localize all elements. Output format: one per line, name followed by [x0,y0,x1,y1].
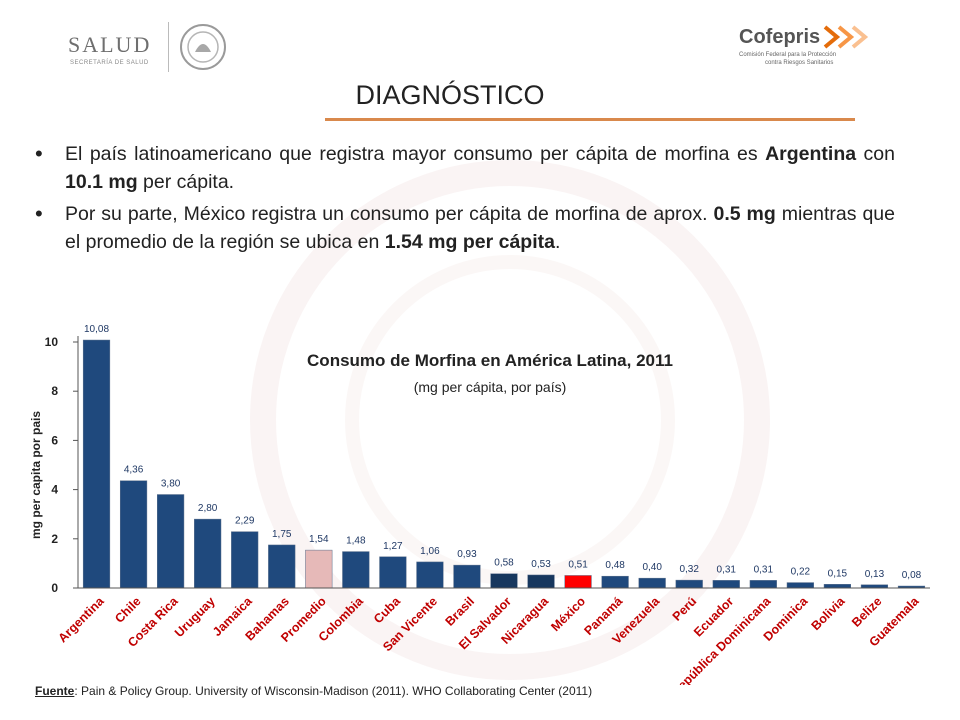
bar-value-label: 1,54 [309,534,329,545]
bullet-text-part: El país latinoamericano que registra may… [65,143,766,165]
bar-value-label: 0,51 [568,559,588,570]
bullet-marker: • [35,201,43,226]
y-tick-label: 8 [51,384,58,398]
bar-cuba [379,556,407,589]
bar-colombia [342,551,370,589]
bar-value-label: 0,31 [717,564,737,575]
bullet-text-bold: 0.5 mg [713,203,776,225]
cofepris-logo-text: Cofepris [739,26,821,48]
x-category-label: Perú [670,594,700,624]
bar-value-label: 0,31 [754,564,774,575]
bar-value-label: 0,32 [679,564,699,575]
cofepris-logo: Cofepris Comisión Federal para la Protec… [735,22,875,72]
y-tick-label: 0 [51,581,58,595]
bar-méxico [564,575,592,589]
cofepris-logo-subtext: Comisión Federal para la Protección [739,52,837,58]
bar-costa-rica [157,494,185,589]
bar-value-label: 1,06 [420,546,440,557]
title-underline [325,118,855,121]
bar-value-label: 0,08 [902,570,922,581]
bar-value-label: 4,36 [124,465,144,476]
bar-value-label: 3,80 [161,479,181,490]
x-category-label: Uruguay [172,594,218,640]
bar-ecuador [712,580,740,589]
x-category-label: Cuba [371,593,404,626]
salud-logo-text: SALUD [68,32,152,57]
bar-república-dominicana [749,580,777,589]
bar-promedio [305,549,333,589]
bar-value-label: 0,93 [457,549,477,560]
bullet-marker: • [35,141,43,166]
y-tick-label: 4 [51,483,58,497]
bar-panamá [601,575,629,589]
y-axis-label: mg per capita por pais [29,411,43,539]
source-label: Fuente [35,684,75,698]
bullet-item: • El país latinoamericano que registra m… [35,140,895,196]
bar-dominica [786,582,814,589]
bullet-text-part: con [856,143,896,165]
bar-value-label: 0,58 [494,558,514,569]
bar-value-label: 10,08 [84,324,109,335]
source-text: : Pain & Policy Group. University of Wis… [74,684,593,698]
bullet-text-part: Por su parte, México registra un consumo… [65,203,714,225]
page-title: DIAGNÓSTICO [355,80,545,110]
bullet-text-part: mientras que el promedio de la región se… [65,203,895,253]
bar-value-label: 0,48 [605,560,625,571]
bar-nicaragua [527,574,555,589]
bar-value-label: 2,29 [235,516,255,527]
bar-value-label: 0,22 [791,567,811,578]
bar-brasil [453,564,481,589]
bar-argentina [82,339,111,589]
bar-value-label: 0,13 [865,569,885,580]
cofepris-logo-subtext-2: contra Riesgos Sanitarios [765,60,834,66]
bar-venezuela [638,577,666,589]
y-tick-label: 2 [51,532,58,546]
x-category-label: Argentina [55,593,107,645]
bullet-text-bold: 10.1 mg [65,171,138,193]
bar-value-label: 1,48 [346,536,366,547]
bar-jamaica [231,531,259,589]
bar-value-label: 0,40 [642,562,662,573]
y-tick-label: 10 [45,335,59,349]
bar-bahamas [268,544,296,589]
chart-subtitle: (mg per cápita, por país) [414,379,567,395]
x-category-label: Brasil [443,594,477,628]
x-category-label: Belize [849,594,884,629]
bar-value-label: 0,53 [531,559,551,570]
morphine-consumption-chart: 0 2 4 6 8 10 10,08 4,36 3,80 2,80 2,29 1,75 1,54 1,4… [29,324,930,685]
mexico-seal-icon [180,24,226,70]
bullet-list: • El país latinoamericano que registra m… [35,140,895,260]
bar-value-label: 0,15 [828,568,848,579]
logo-divider [168,22,169,72]
bar-value-label: 1,75 [272,529,292,540]
bar-san-vicente [416,561,444,589]
source-citation: Fuente: Pain & Policy Group. University … [35,684,592,698]
header-logos: SALUD SECRETARÍA DE SALUD Cofepris Comis… [0,0,960,90]
bullet-text: Por su parte, México registra un consumo… [65,203,895,253]
bar-chile [119,480,148,589]
salud-logo: SALUD SECRETARÍA DE SALUD [60,30,160,70]
chevron-arrows-icon [823,25,869,49]
bar-value-label: 2,80 [198,503,218,514]
bullet-text: El país latinoamericano que registra may… [65,143,895,193]
bar-el-salvador [490,573,518,589]
bullet-text-bold: Argentina [765,143,857,165]
x-category-label: Chile [112,594,144,626]
bar-value-label: 1,27 [383,541,403,552]
bullet-text-part: . [554,231,561,253]
bullet-text-bold: 1.54 mg per cápita [384,231,555,253]
salud-logo-subtext: SECRETARÍA DE SALUD [70,60,149,66]
bar-perú [675,579,703,589]
bar-uruguay [194,518,222,589]
bar-bolivia [823,584,851,589]
y-tick-label: 6 [51,433,58,447]
x-category-label: Bolivia [809,593,849,633]
bullet-text-part: per cápita. [137,171,235,193]
bullet-item: • Por su parte, México registra un consu… [35,200,895,256]
chart-title: Consumo de Morfina en América Latina, 20… [307,351,673,370]
